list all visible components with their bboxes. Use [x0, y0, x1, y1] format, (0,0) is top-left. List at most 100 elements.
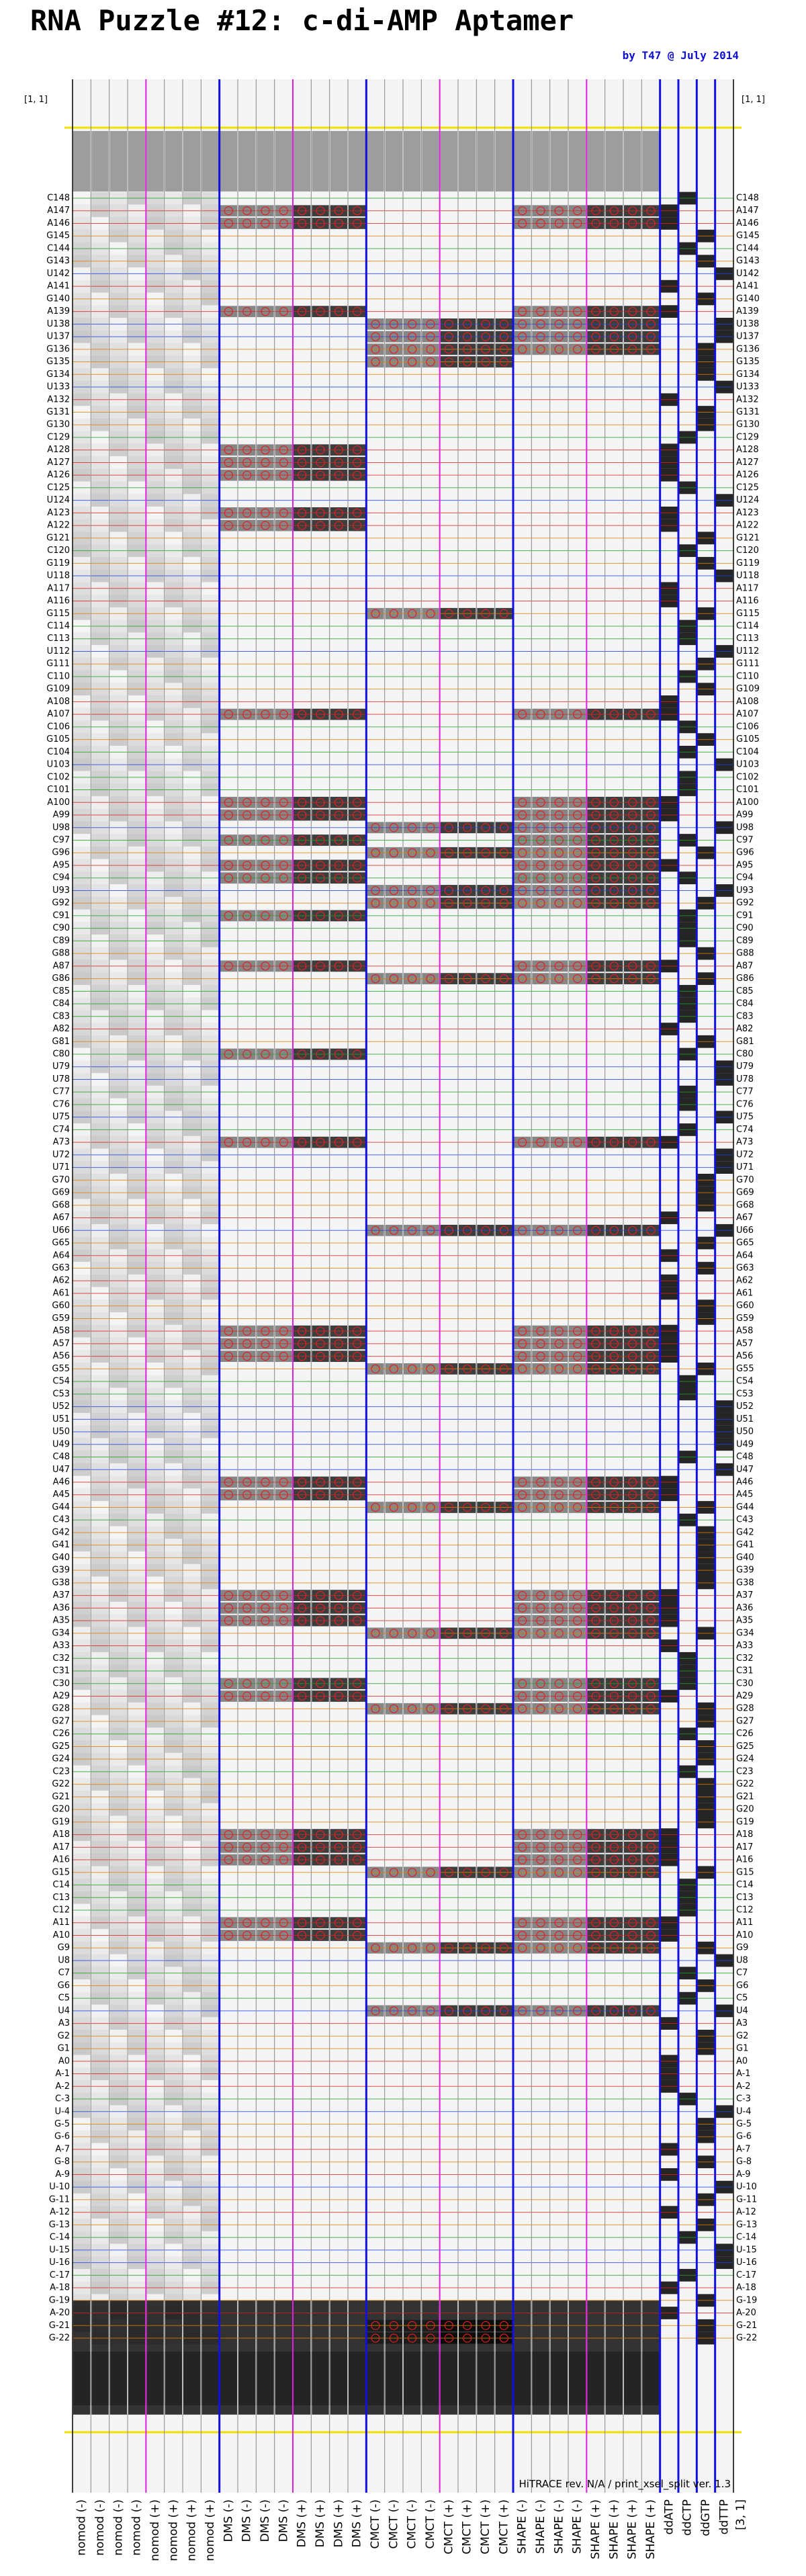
row-label-right: A108: [736, 697, 759, 707]
reactivity-circle: [646, 1226, 656, 1235]
gel-top-smear: [367, 131, 384, 191]
reactivity-circle: [646, 1490, 656, 1500]
row-label-right: A139: [736, 306, 759, 316]
reactivity-circle: [573, 332, 582, 341]
reactivity-circle: [389, 2333, 398, 2343]
reactivity-circle: [609, 1868, 619, 1877]
reactivity-circle: [518, 810, 527, 820]
reactivity-circle: [499, 1868, 508, 1877]
gel-full-length: [587, 2352, 604, 2405]
row-label-right: C53: [736, 1389, 754, 1399]
reactivity-circle: [279, 1679, 288, 1688]
row-label-right: A95: [736, 860, 753, 870]
reactivity-circle: [298, 1855, 307, 1864]
row-label: G21: [52, 1792, 70, 1802]
reactivity-circle: [316, 458, 325, 468]
reactivity-circle: [554, 823, 564, 832]
reactivity-circle: [554, 1352, 564, 1361]
row-label: G145: [46, 231, 70, 241]
lane-label: SHAPE (+): [644, 2499, 658, 2559]
row-label-right: C83: [736, 1011, 754, 1021]
reactivity-circle: [279, 458, 288, 468]
row-label-right: C12: [736, 1905, 754, 1916]
gel-full-length: [422, 2352, 439, 2405]
reactivity-circle: [316, 521, 325, 530]
reactivity-circle: [573, 206, 582, 216]
reactivity-circle: [628, 218, 637, 228]
lane-label: CMCT (+): [497, 2499, 510, 2554]
row-label-right: U75: [736, 1112, 754, 1122]
reactivity-circle: [224, 798, 233, 807]
reactivity-circle: [591, 206, 600, 216]
reactivity-circle: [591, 1868, 600, 1877]
reactivity-circle: [518, 710, 527, 719]
reactivity-circle: [609, 1943, 619, 1952]
row-label-right: A87: [736, 961, 753, 971]
reactivity-circle: [334, 470, 343, 480]
reactivity-circle: [591, 1502, 600, 1512]
reactivity-circle: [408, 2333, 417, 2343]
reactivity-circle: [316, 218, 325, 228]
reactivity-circle: [554, 1629, 564, 1638]
gel-top-smear: [532, 131, 549, 191]
reactivity-circle: [573, 974, 582, 984]
reactivity-circle: [554, 1326, 564, 1336]
reactivity-circle: [261, 1603, 270, 1613]
reactivity-circle: [499, 898, 508, 908]
row-label-right: C104: [736, 747, 759, 757]
row-label-right: C106: [736, 722, 759, 732]
row-label: A99: [53, 810, 70, 820]
reactivity-circle: [591, 1691, 600, 1701]
reactivity-circle: [536, 798, 545, 807]
reactivity-circle: [408, 2006, 417, 2016]
row-label-right: G25: [736, 1742, 754, 1752]
row-label-right: A17: [736, 1842, 753, 1852]
reactivity-circle: [518, 861, 527, 870]
reactivity-circle: [334, 458, 343, 468]
reactivity-circle: [353, 1352, 362, 1361]
gel-top-smear: [238, 131, 256, 191]
reactivity-circle: [573, 1364, 582, 1373]
reactivity-circle: [536, 810, 545, 820]
reactivity-circle: [353, 1691, 362, 1701]
reactivity-circle: [371, 2333, 380, 2343]
reactivity-circle: [463, 886, 472, 896]
reactivity-circle: [518, 218, 527, 228]
reactivity-circle: [298, 1591, 307, 1600]
reactivity-circle: [554, 1616, 564, 1625]
row-label-right: U124: [736, 495, 759, 505]
reactivity-circle: [573, 1691, 582, 1701]
row-label: C-3: [55, 2094, 70, 2104]
reactivity-circle: [334, 1830, 343, 1840]
reactivity-circle: [371, 974, 380, 984]
reactivity-circle: [573, 810, 582, 820]
reactivity-circle: [609, 1326, 619, 1336]
reactivity-circle: [353, 1490, 362, 1500]
reactivity-circle: [261, 861, 270, 870]
row-label-right: G96: [736, 848, 754, 858]
reactivity-circle: [279, 710, 288, 719]
row-label-right: A61: [736, 1288, 753, 1298]
reactivity-circle: [242, 445, 252, 455]
row-label: G41: [52, 1540, 70, 1550]
reactivity-circle: [279, 1842, 288, 1852]
reactivity-circle: [316, 1477, 325, 1487]
reactivity-circle: [279, 1691, 288, 1701]
reactivity-circle: [298, 861, 307, 870]
row-label: A-9: [55, 2170, 70, 2180]
row-label: C23: [52, 1766, 70, 1776]
reactivity-circle: [554, 1226, 564, 1235]
row-label: G140: [46, 294, 70, 304]
reactivity-circle: [573, 307, 582, 316]
reactivity-circle: [353, 218, 362, 228]
row-label: G130: [46, 420, 70, 430]
reactivity-circle: [536, 345, 545, 354]
reactivity-circle: [316, 1591, 325, 1600]
reactivity-circle: [316, 1855, 325, 1864]
reactivity-circle: [554, 873, 564, 883]
reactivity-circle: [316, 307, 325, 316]
reactivity-circle: [316, 1137, 325, 1147]
reactivity-circle: [224, 710, 233, 719]
reactivity-circle: [444, 1364, 453, 1373]
reactivity-circle: [609, 1137, 619, 1147]
